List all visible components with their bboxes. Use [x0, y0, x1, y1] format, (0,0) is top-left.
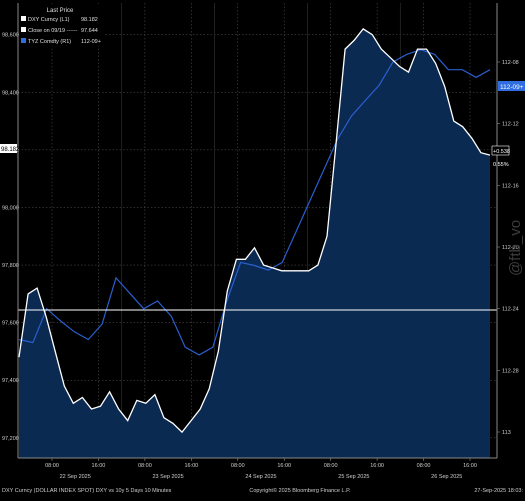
right-last-value-tag: 112-09+ [498, 81, 525, 91]
right-tick-label: 112-16 [502, 183, 519, 189]
left-tick-label: 97,400 [2, 378, 19, 384]
x-date-label: 23 Sep 2025 [153, 474, 184, 480]
x-date-label: 26 Sep 2025 [431, 474, 462, 480]
left-tick-label: 98,000 [2, 205, 19, 211]
right-tick-label: 112-20 [502, 245, 519, 251]
right-last-value: 112-09+ [500, 84, 524, 91]
x-date-label: 24 Sep 2025 [245, 474, 276, 480]
x-date-label: 22 Sep 2025 [60, 474, 91, 480]
right-tick-label: 112-08 [502, 60, 519, 66]
x-time-label: 16:00 [370, 463, 384, 469]
right-axis-labels: 112-08 112-12 112-16 112-20 112-24 112-28 113 [497, 60, 519, 436]
dxy-series-line [18, 28, 491, 434]
left-tick-label: 97,800 [2, 263, 19, 269]
legend: Last Price DXY Curncy (L1) 98.182 Close … [19, 4, 105, 46]
legend-swatch-close [21, 27, 26, 32]
right-tick-label: 112-28 [502, 368, 519, 374]
x-time-label: 08:00 [324, 463, 338, 469]
left-tick-label: 98,600 [2, 33, 19, 39]
legend-value-close: 97.644 [81, 28, 98, 34]
legend-value-tyz: 112-09+ [81, 39, 101, 45]
x-time-label: 16:00 [277, 463, 291, 469]
footer-right: 27-Sep-2025 18:03: [474, 488, 523, 494]
x-time-label: 08:00 [231, 463, 245, 469]
x-time-label: 16:00 [92, 463, 106, 469]
legend-item-dxy: DXY Curncy (L1) 98.182 [21, 16, 98, 23]
right-tick-label: 112-24 [502, 307, 519, 313]
watermark-text: @ftb_vo [507, 220, 524, 276]
x-time-label: 08:00 [45, 463, 59, 469]
x-time-label: 08:00 [138, 463, 152, 469]
left-tick-label: 98,400 [2, 90, 19, 96]
left-tick-label: 97,600 [2, 321, 19, 327]
x-axis-labels: 08:00 16:00 08:00 16:00 08:00 16:00 08:00 16:00… [45, 458, 477, 480]
left-tick-label: 97,200 [2, 436, 19, 442]
change-value: +0.538 [493, 149, 510, 155]
tyz-series-line [18, 49, 491, 356]
footer-center: Copyright© 2025 Bloomberg Finance L.P. [249, 487, 351, 494]
legend-value-dxy: 98.182 [81, 17, 98, 23]
legend-item-tyz: TYZ Comdty (R1) 112-09+ [21, 38, 101, 45]
legend-swatch-dxy [21, 16, 26, 21]
legend-label-dxy: DXY Curncy (L1) [28, 17, 70, 23]
legend-label-tyz: TYZ Comdty (R1) [28, 39, 71, 45]
right-tick-label: 113 [502, 430, 511, 436]
left-last-value: 98.182 [1, 147, 20, 153]
x-time-label: 16:00 [463, 463, 477, 469]
dxy-area-fill [19, 28, 490, 459]
x-time-label: 16:00 [184, 463, 198, 469]
left-last-value-tag: 98.182 [0, 144, 20, 153]
change-tag: +0.538 0.55% [491, 145, 510, 168]
legend-swatch-tyz [21, 38, 26, 43]
change-pct: 0.55% [493, 162, 509, 168]
x-date-label: 25 Sep 2025 [338, 474, 369, 480]
legend-item-close: Close on 09/19 ------ 97.644 [21, 27, 98, 34]
right-tick-label: 112-12 [502, 122, 519, 128]
x-time-label: 08:00 [417, 463, 431, 469]
footer-left: DXY Curncy (DOLLAR INDEX SPOT) DXY vs 10… [2, 488, 172, 494]
legend-label-close: Close on 09/19 ------ [28, 28, 78, 34]
legend-title: Last Price [47, 8, 74, 14]
